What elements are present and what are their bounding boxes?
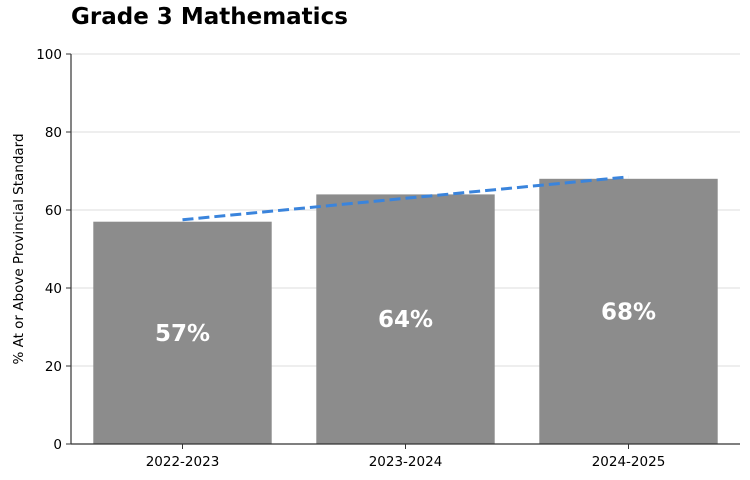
y-tick-label: 0	[53, 437, 62, 453]
x-tick-label: 2022-2023	[146, 454, 220, 470]
y-axis-label: % At or Above Provincial Standard	[11, 133, 27, 364]
x-axis-ticks: 2022-2023 2023-2024 2024-2025	[146, 444, 666, 470]
bar-value-label: 64%	[378, 307, 433, 333]
chart-title: Grade 3 Mathematics	[71, 4, 348, 30]
bars	[93, 178, 718, 445]
bar-2022-2023	[93, 221, 272, 444]
y-axis-ticks: 0 20 40 60 80 100	[36, 47, 71, 453]
trend-line-path	[182, 175, 629, 222]
y-tick-label: 60	[45, 203, 62, 219]
y-tick-label: 100	[36, 47, 62, 63]
bar-2024-2025	[539, 178, 718, 445]
bar-value-label: 68%	[601, 299, 656, 325]
y-tick-label: 80	[45, 125, 62, 141]
x-tick-label: 2024-2025	[592, 454, 666, 470]
bar-2023-2024	[316, 194, 495, 444]
bar-value-labels: 57% 64% 68%	[155, 299, 656, 346]
trend-line	[182, 175, 629, 222]
bar-value-label: 57%	[155, 321, 210, 347]
y-tick-label: 40	[45, 281, 62, 297]
y-tick-label: 20	[45, 359, 62, 375]
x-tick-label: 2023-2024	[369, 454, 443, 470]
